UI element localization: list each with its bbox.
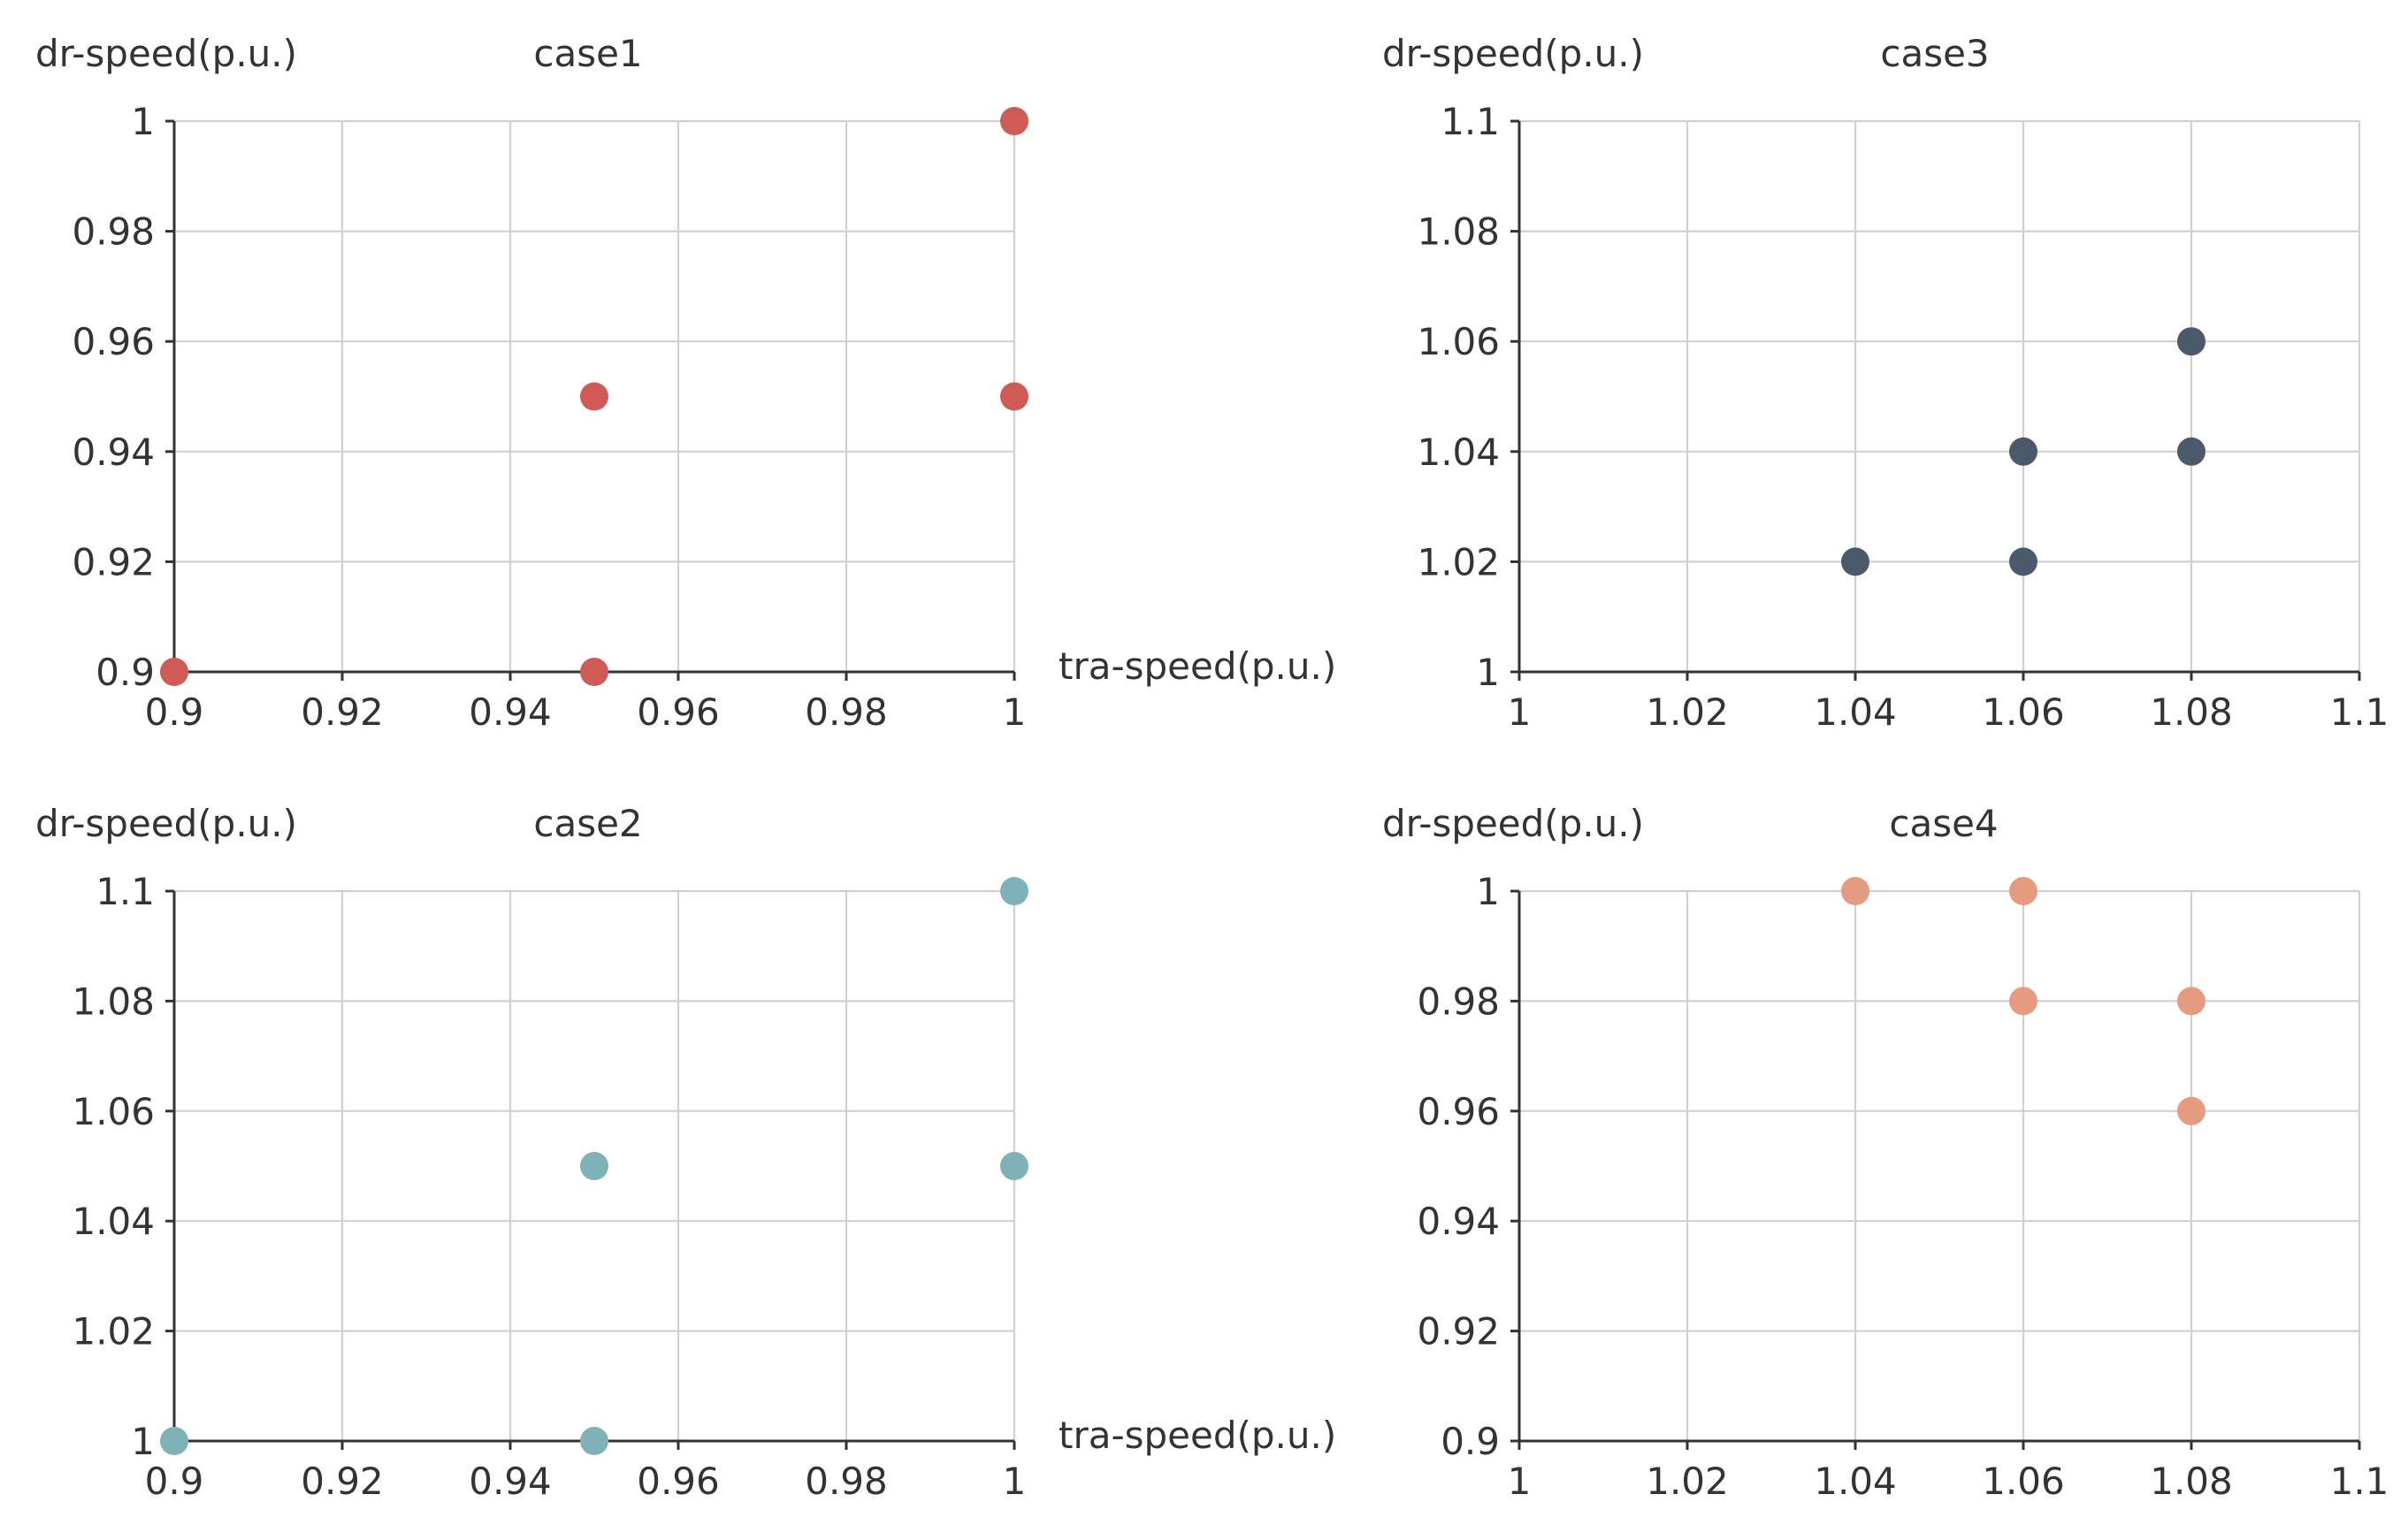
y-axis-title: dr-speed(p.u.)	[1382, 32, 1644, 75]
data-point[interactable]	[160, 658, 188, 686]
data-point[interactable]	[2009, 437, 2037, 466]
data-point[interactable]	[1000, 877, 1028, 905]
x-tick-label: 0.98	[805, 690, 888, 734]
x-tick-label: 1.04	[1814, 1460, 1897, 1503]
x-tick-label: 1.02	[1646, 690, 1729, 734]
x-tick-label: 1.04	[1814, 690, 1897, 734]
x-tick-label: 0.92	[301, 1460, 384, 1503]
y-tick-label: 1.08	[1417, 210, 1500, 254]
y-tick-label: 1	[131, 100, 155, 143]
data-point[interactable]	[1841, 547, 1869, 576]
x-tick-label: 1.1	[2330, 1460, 2389, 1503]
x-tick-label: 0.9	[145, 1460, 204, 1503]
x-tick-label: 1.08	[2150, 690, 2233, 734]
x-tick-label: 0.96	[637, 690, 720, 734]
y-axis-title: dr-speed(p.u.)	[35, 32, 297, 75]
y-tick-label: 1.1	[96, 870, 155, 913]
data-point[interactable]	[160, 1427, 188, 1455]
y-tick-label: 0.98	[72, 210, 155, 254]
y-tick-label: 0.9	[1441, 1420, 1500, 1463]
data-point[interactable]	[2177, 437, 2205, 466]
y-tick-label: 1.1	[1441, 100, 1500, 143]
data-point[interactable]	[580, 1152, 608, 1180]
y-axis-title: dr-speed(p.u.)	[1382, 802, 1644, 845]
x-axis-title: tra-speed(p.u.)	[1059, 1414, 1336, 1457]
y-tick-label: 0.96	[72, 320, 155, 363]
y-tick-label: 0.92	[72, 540, 155, 583]
y-tick-label: 0.94	[1417, 1200, 1500, 1243]
data-point[interactable]	[580, 382, 608, 411]
y-tick-label: 1.02	[1417, 540, 1500, 583]
y-axis-title: dr-speed(p.u.)	[35, 802, 297, 845]
x-axis-title: tra-speed(p.u.)	[1059, 644, 1336, 688]
y-tick-label: 0.92	[1417, 1310, 1500, 1353]
x-tick-label: 1.08	[2150, 1460, 2233, 1503]
y-tick-label: 1.02	[72, 1310, 155, 1353]
chart-title: case3	[1880, 32, 1989, 75]
y-tick-label: 0.96	[1417, 1090, 1500, 1133]
x-tick-label: 0.98	[805, 1460, 888, 1503]
y-tick-label: 0.98	[1417, 980, 1500, 1023]
x-tick-label: 1.06	[1982, 690, 2065, 734]
data-point[interactable]	[1841, 877, 1869, 905]
chart-title: case4	[1889, 802, 1998, 845]
y-tick-label: 1.06	[1417, 320, 1500, 363]
x-tick-label: 1.02	[1646, 1460, 1729, 1503]
y-tick-label: 1.04	[72, 1200, 155, 1243]
y-tick-label: 1	[1476, 651, 1500, 694]
y-tick-label: 1.06	[72, 1090, 155, 1133]
data-point[interactable]	[2177, 1096, 2205, 1125]
data-point[interactable]	[2177, 327, 2205, 356]
y-tick-label: 1.08	[72, 980, 155, 1023]
data-point[interactable]	[2009, 547, 2037, 576]
x-tick-label: 1	[1508, 690, 1532, 734]
x-tick-label: 1	[1003, 1460, 1027, 1503]
data-point[interactable]	[580, 1427, 608, 1455]
x-tick-label: 1.1	[2330, 690, 2389, 734]
y-tick-label: 1	[131, 1420, 155, 1463]
x-tick-label: 0.94	[469, 690, 552, 734]
data-point[interactable]	[2009, 987, 2037, 1016]
chart-title: case2	[533, 802, 642, 845]
data-point[interactable]	[1000, 107, 1028, 135]
data-point[interactable]	[1000, 382, 1028, 411]
x-tick-label: 0.9	[145, 690, 204, 734]
data-point[interactable]	[1000, 1152, 1028, 1180]
x-tick-label: 0.96	[637, 1460, 720, 1503]
y-tick-label: 1.04	[1417, 431, 1500, 474]
x-tick-label: 1.06	[1982, 1460, 2065, 1503]
x-tick-label: 1	[1508, 1460, 1532, 1503]
y-tick-label: 1	[1476, 870, 1500, 913]
y-tick-label: 0.9	[96, 651, 155, 694]
x-tick-label: 0.94	[469, 1460, 552, 1503]
data-point[interactable]	[580, 658, 608, 686]
data-point[interactable]	[2009, 877, 2037, 905]
y-tick-label: 0.94	[72, 431, 155, 474]
x-tick-label: 0.92	[301, 690, 384, 734]
x-tick-label: 1	[1003, 690, 1027, 734]
data-point[interactable]	[2177, 987, 2205, 1016]
chart-title: case1	[533, 32, 642, 75]
